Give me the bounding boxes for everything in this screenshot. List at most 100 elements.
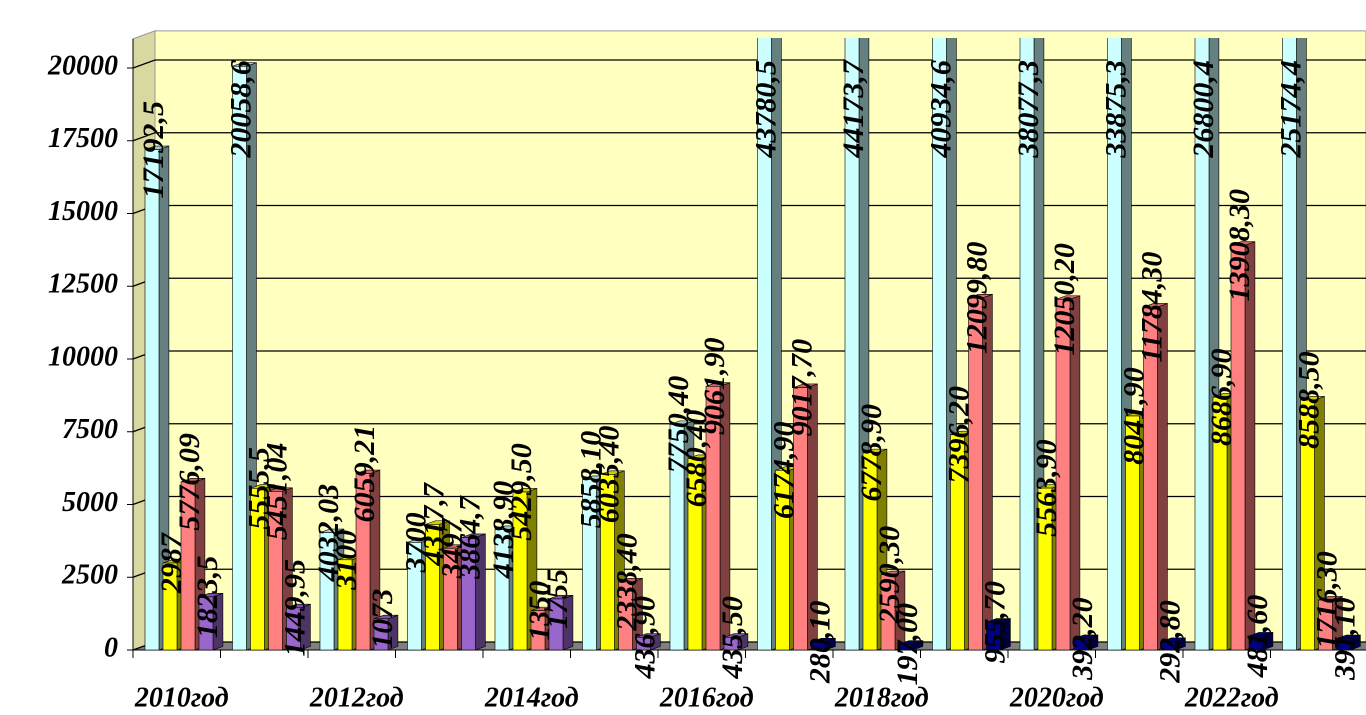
bar-front	[932, 38, 947, 651]
y-tick-label: 17500	[48, 123, 118, 154]
value-label: 6035,40	[592, 426, 625, 524]
value-label: 4317,7	[417, 482, 450, 567]
value-label: 9017,70	[785, 339, 818, 437]
bar	[880, 570, 906, 651]
value-label: 481,60	[1241, 595, 1274, 679]
value-label: 5563,90	[1030, 439, 1063, 537]
bar	[636, 633, 661, 651]
y-tick-label: 10000	[48, 341, 118, 372]
value-label: 3864,7	[453, 495, 486, 580]
value-label: 3700	[399, 512, 432, 573]
value-label: 1755	[541, 569, 574, 629]
bar-front	[1055, 299, 1071, 651]
bar-front	[757, 38, 772, 651]
bar-front	[443, 547, 458, 651]
value-label: 11784,30	[1135, 252, 1168, 363]
x-tick-label: 2012год	[309, 682, 404, 713]
value-label: 1716,30	[1310, 551, 1343, 649]
value-label: 1823,5	[191, 556, 224, 639]
bar-front	[373, 618, 389, 651]
bar-front	[618, 581, 633, 651]
bar-front	[723, 637, 739, 651]
bar-front	[793, 387, 808, 651]
bar-front	[512, 491, 528, 651]
bar-front	[1194, 38, 1210, 651]
bar-front	[250, 488, 265, 651]
bar-front	[1019, 38, 1035, 651]
value-label: 26800,4	[1187, 60, 1220, 158]
value-label: 5451,04	[260, 443, 293, 541]
bar-front	[986, 621, 1001, 651]
bar	[705, 382, 731, 651]
bar	[1161, 637, 1186, 651]
bar	[723, 633, 749, 651]
value-label: 8588,50	[1292, 351, 1325, 449]
bar	[198, 592, 224, 651]
bar-front	[319, 532, 335, 651]
y-tick-label: 2500	[61, 560, 118, 591]
value-label: 6580,40	[680, 410, 713, 508]
bar	[355, 469, 381, 651]
bar-front	[548, 598, 564, 651]
value-label: 436,90	[628, 596, 661, 680]
y-tick-label: 5000	[62, 487, 118, 518]
bar-front	[600, 474, 615, 651]
x-tick-label: 2016год	[659, 682, 754, 713]
bar-front	[1073, 638, 1089, 651]
value-label: 5555,5	[242, 447, 275, 530]
x-tick-label: 2018год	[834, 682, 929, 713]
bars	[144, 38, 1361, 651]
bar-front	[811, 641, 826, 651]
bar	[373, 614, 399, 651]
bar-front	[1107, 38, 1122, 651]
bar	[1194, 38, 1220, 651]
y-tick-label: 12500	[48, 269, 118, 300]
value-label: 7750,40	[662, 376, 695, 474]
bar-front	[425, 524, 440, 651]
bar-front	[162, 562, 178, 651]
value-label: 43780,5	[749, 60, 782, 158]
bar-front	[1230, 244, 1246, 651]
y-tick-label: 15000	[48, 196, 118, 227]
value-label: 2590,30	[873, 526, 906, 625]
bar-front	[1161, 641, 1176, 651]
bar	[548, 594, 574, 651]
value-label: 392,20	[1066, 597, 1099, 681]
bar	[618, 577, 643, 651]
bar	[461, 533, 486, 651]
value-label: 280,10	[803, 601, 836, 685]
value-label: 955,70	[978, 581, 1011, 664]
bar	[144, 145, 170, 651]
bar	[1336, 634, 1361, 651]
x-tick-label: 2010год	[134, 682, 229, 713]
bar-front	[1300, 399, 1315, 651]
value-label: 25174,4	[1274, 60, 1307, 158]
value-label: 3497	[435, 517, 468, 579]
value-label: 38077,3	[1012, 60, 1045, 158]
bar-front	[950, 434, 965, 651]
bar-front	[862, 452, 878, 651]
value-label: 8041,90	[1117, 367, 1150, 465]
bar-front	[461, 537, 476, 651]
x-tick-label: 2020год	[1009, 682, 1104, 713]
bar	[932, 38, 957, 651]
bar-front	[144, 149, 160, 651]
bar	[986, 618, 1011, 651]
bar-front	[687, 458, 703, 651]
value-label: 4138,90	[487, 481, 520, 580]
value-label: 20058,6	[224, 60, 257, 158]
value-label: 391,10	[1328, 597, 1361, 681]
value-label: 7396,20	[942, 386, 975, 484]
bar	[286, 603, 311, 651]
bar-front	[232, 65, 247, 651]
value-label: 33875,3	[1099, 60, 1132, 158]
bar	[1073, 634, 1099, 651]
value-label: 3100	[330, 530, 363, 591]
bar-front	[355, 473, 371, 651]
value-label: 2987	[155, 532, 188, 594]
bar-front	[582, 479, 597, 651]
bar	[811, 637, 836, 651]
value-label: 12050,20	[1048, 243, 1081, 356]
bar-front	[775, 470, 790, 651]
